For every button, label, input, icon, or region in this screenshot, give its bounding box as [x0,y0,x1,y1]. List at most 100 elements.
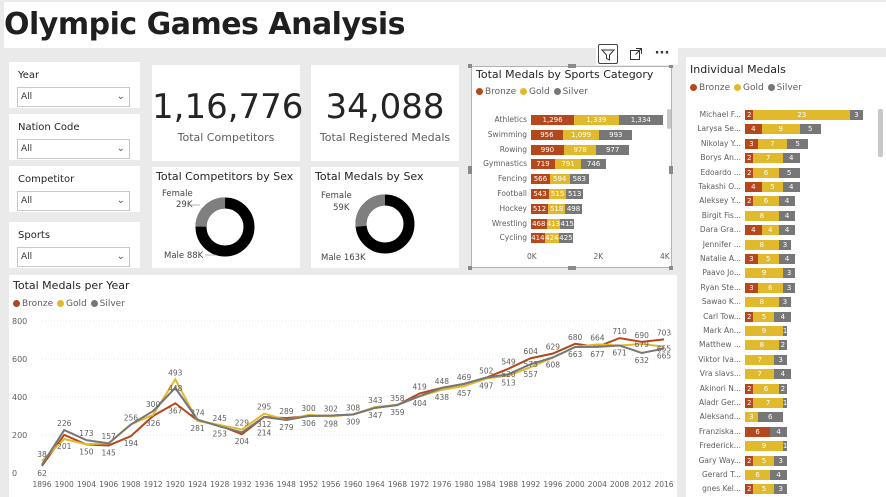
individual-bar-row[interactable]: Natalie A... 3 5 4 [686,253,876,265]
bar-segment-silver[interactable]: 6 [757,412,783,423]
individual-bar-row[interactable]: Gerard T... 6 4 [686,469,876,481]
bar-segment-bronze[interactable]: 2 [745,167,754,178]
bar-segment-gold[interactable]: 424 [544,233,559,244]
bar-segment-silver[interactable]: 4 [770,470,788,480]
bar-segment-silver[interactable]: 5 [799,124,821,135]
bar-segment-gold[interactable]: 5 [753,484,775,495]
individual-bar-row[interactable]: gnes Kel... 2 5 3 [686,483,876,495]
bar-segment-gold[interactable]: 5 [757,254,779,264]
bar-segment-silver[interactable]: 415 [560,218,575,229]
bar-segment-gold[interactable]: 6 [745,470,771,480]
bar-segment-bronze[interactable]: 2 [745,398,754,408]
bar-segment-silver[interactable]: 5 [778,167,800,178]
bar-segment-gold[interactable]: 413 [546,218,561,229]
bar-segment-silver[interactable]: 746 [581,159,606,170]
individual-bar-row[interactable]: Viktor Iva... 7 3 [686,354,876,366]
bar-segment-silver[interactable]: 3 [850,110,863,120]
individual-bar-row[interactable]: Nikolay Y... 3 7 5 [686,138,876,150]
bar-segment-bronze[interactable]: 512 [531,203,549,214]
bar-segment-bronze[interactable]: 4 [745,124,762,135]
bar-segment-gold[interactable]: 1,099 [562,129,600,140]
sports-bar-row[interactable]: Football 543 515 513 [472,188,672,200]
bar-segment-silver[interactable]: 4 [778,210,796,221]
individual-bar-row[interactable]: Aleksand... 3 6 [686,411,876,423]
individual-bar-row[interactable]: Takashi O... 4 5 4 [686,181,876,193]
bar-segment-bronze[interactable]: 566 [531,174,550,185]
bar-segment-gold[interactable]: 9 [761,124,800,135]
resize-handle[interactable] [669,166,673,174]
bar-segment-gold[interactable]: 978 [563,144,597,155]
bar-segment-gold[interactable]: 4 [761,225,779,236]
bar-segment-gold[interactable]: 5 [761,182,783,192]
bar-segment-silver[interactable]: 513 [566,189,584,199]
bar-segment-gold[interactable]: 8 [745,297,779,308]
year-dropdown[interactable]: All ⌄ [17,87,130,107]
resize-handle[interactable] [669,64,673,68]
bar-segment-bronze[interactable]: 2 [745,153,754,164]
bar-segment-bronze[interactable]: 2 [745,455,754,466]
individual-bar-row[interactable]: Frederick... 9 1 [686,440,876,452]
bar-segment-silver[interactable]: 583 [569,174,589,185]
bar-segment-bronze[interactable]: 543 [531,189,550,199]
bar-segment-gold[interactable]: 518 [548,203,566,214]
resize-handle[interactable] [468,166,472,174]
bar-segment-gold[interactable]: 9 [745,326,783,336]
bar-segment-gold[interactable]: 9 [745,441,783,452]
individual-bar-row[interactable]: Carl Tow... 2 5 4 [686,311,876,323]
bar-segment-bronze[interactable]: 3 [745,254,758,264]
bar-segment-gold[interactable]: 7 [753,153,783,164]
bar-segment-silver[interactable]: 425 [558,233,573,244]
bar-segment-silver[interactable]: 4 [774,369,792,380]
bar-segment-silver[interactable]: 4 [774,311,792,322]
bar-segment-silver[interactable]: 4 [782,182,800,192]
bar-segment-bronze[interactable]: 3 [745,282,758,293]
individual-bar-row[interactable]: Jennifer ... 8 3 [686,239,876,251]
bar-segment-silver[interactable]: 1 [782,398,788,408]
bar-segment-gold[interactable]: 6 [753,196,779,207]
bar-segment-silver[interactable]: 1 [782,441,788,452]
bar-segment-bronze[interactable]: 4 [745,182,762,192]
bar-segment-gold[interactable]: 23 [753,110,851,120]
individual-bar-row[interactable]: Franziska... 6 4 [686,426,876,438]
individual-bar-row[interactable]: Mark An... 9 1 [686,325,876,337]
sports-bar-row[interactable]: Fencing 566 594 583 [472,173,672,185]
individual-bar-row[interactable]: Birgit Fis... 8 4 [686,210,876,222]
individual-bar-row[interactable]: Gary Way... 2 5 3 [686,455,876,467]
sports-bar-row[interactable]: Wrestling 468 413 415 [472,218,672,230]
bar-segment-gold[interactable]: 5 [753,455,775,466]
bar-segment-gold[interactable]: 6 [753,167,779,178]
sports-bar-row[interactable]: Swimming 956 1,099 993 [472,129,672,141]
bar-segment-gold[interactable]: 5 [753,311,775,322]
sports-bar-row[interactable]: Cycling 414 424 425 [472,232,672,244]
bar-segment-silver[interactable]: 1,334 [618,115,663,125]
resize-handle[interactable] [568,64,576,68]
bar-segment-gold[interactable]: 7 [745,369,775,380]
bar-segment-gold[interactable]: 7 [757,138,788,149]
bar-segment-gold[interactable]: 8 [745,210,779,221]
bar-segment-silver[interactable]: 3 [774,354,788,365]
bar-segment-silver[interactable]: 3 [778,297,792,308]
bar-segment-silver[interactable]: 4 [770,426,788,437]
sports-bar-row[interactable]: Rowing 990 978 977 [472,144,672,156]
individual-bar-row[interactable]: Matthew ... 8 2 [686,339,876,351]
bar-segment-gold[interactable]: 594 [549,174,570,185]
individual-bar-row[interactable]: Michael F... 2 23 3 [686,109,876,121]
bar-segment-silver[interactable]: 977 [596,144,629,155]
bar-segment-silver[interactable]: 3 [774,484,788,495]
resize-handle[interactable] [669,266,673,270]
bar-segment-silver[interactable]: 4 [782,153,800,164]
bar-segment-bronze[interactable]: 4 [745,225,762,236]
bar-segment-silver[interactable]: 2 [778,383,788,394]
resize-handle[interactable] [568,266,576,270]
bar-segment-bronze[interactable]: 6 [745,426,771,437]
bar-segment-silver[interactable]: 3 [782,268,796,279]
bar-segment-bronze[interactable]: 2 [745,110,754,120]
resize-handle[interactable] [468,266,472,270]
bar-segment-bronze[interactable]: 956 [531,129,563,140]
bar-segment-bronze[interactable]: 2 [745,484,754,495]
bar-segment-gold[interactable]: 9 [745,268,783,279]
bar-segment-bronze[interactable]: 468 [531,218,547,229]
bar-segment-gold[interactable]: 6 [757,282,783,293]
individual-bar-row[interactable]: Sawao K... 8 3 [686,296,876,308]
resize-handle[interactable] [468,64,472,68]
